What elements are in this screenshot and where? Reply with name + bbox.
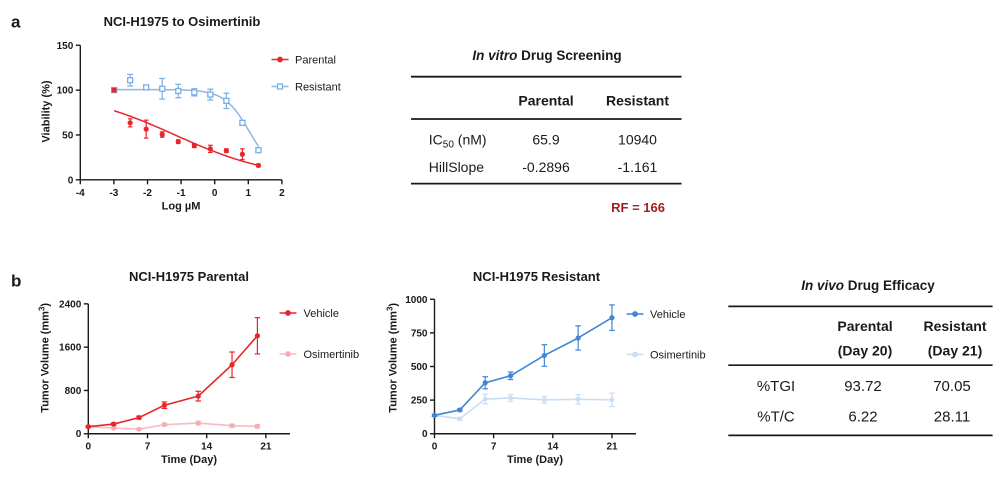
svg-text:0: 0 [68,175,74,186]
svg-text:HillSlope: HillSlope [429,159,484,175]
svg-text:In vivo Drug Efficacy: In vivo Drug Efficacy [801,278,935,293]
svg-text:RF = 166: RF = 166 [611,200,665,215]
svg-text:Osimertinib: Osimertinib [304,349,360,361]
svg-text:0: 0 [76,429,82,440]
svg-text:500: 500 [411,362,428,373]
svg-text:b: b [11,272,21,291]
svg-text:%TGI: %TGI [757,378,795,395]
svg-text:-4: -4 [76,188,85,199]
svg-text:10940: 10940 [618,132,657,148]
svg-text:Resistant: Resistant [606,93,669,109]
svg-text:Time (Day): Time (Day) [507,454,563,466]
svg-text:1600: 1600 [59,343,82,354]
svg-text:Tumor Volume (mm3): Tumor Volume (mm3) [385,303,399,413]
svg-text:750: 750 [411,328,428,339]
svg-text:800: 800 [65,386,82,397]
svg-text:100: 100 [57,86,74,97]
svg-text:-1: -1 [177,188,186,199]
svg-text:7: 7 [491,442,497,453]
svg-text:2: 2 [279,188,285,199]
svg-text:0: 0 [422,429,428,440]
svg-text:In vitro Drug Screening: In vitro Drug Screening [472,48,621,63]
svg-text:0: 0 [212,188,218,199]
svg-text:Resistant: Resistant [295,82,341,94]
svg-text:21: 21 [260,442,272,453]
svg-text:6.22: 6.22 [848,409,877,426]
svg-text:Resistant: Resistant [923,318,986,334]
svg-text:Vehicle: Vehicle [650,309,685,321]
svg-text:250: 250 [411,396,428,407]
svg-text:-1.161: -1.161 [618,159,658,175]
svg-text:a: a [11,13,21,32]
svg-text:14: 14 [547,442,559,453]
svg-text:(Day 20): (Day 20) [838,343,892,359]
svg-text:(Day 21): (Day 21) [928,343,982,359]
svg-text:50: 50 [62,131,74,142]
svg-text:Parental: Parental [518,93,573,109]
svg-text:-3: -3 [109,188,118,199]
svg-text:0: 0 [86,442,92,453]
svg-text:14: 14 [201,442,213,453]
svg-text:Tumor Volume (mm3): Tumor Volume (mm3) [38,303,52,413]
svg-text:0: 0 [432,442,438,453]
svg-text:Parental: Parental [295,55,336,67]
svg-text:Time (Day): Time (Day) [161,454,217,466]
svg-text:1000: 1000 [405,295,428,306]
svg-text:Vehicle: Vehicle [304,308,339,320]
svg-text:150: 150 [57,41,74,52]
svg-text:93.72: 93.72 [844,378,882,395]
svg-text:7: 7 [145,442,151,453]
svg-text:28.11: 28.11 [934,409,970,426]
svg-text:Osimertinib: Osimertinib [650,350,706,362]
svg-text:-2: -2 [143,188,152,199]
svg-text:1: 1 [246,188,252,199]
svg-text:2400: 2400 [59,299,82,310]
svg-text:-0.2896: -0.2896 [522,159,570,175]
svg-text:NCI-H1975 Parental: NCI-H1975 Parental [129,269,249,284]
svg-text:Log µM: Log µM [162,200,201,212]
svg-text:21: 21 [606,442,618,453]
svg-text:%T/C: %T/C [757,409,795,426]
svg-text:Parental: Parental [837,318,892,334]
svg-text:NCI-H1975 to Osimertinib: NCI-H1975 to Osimertinib [104,14,261,29]
svg-text:NCI-H1975 Resistant: NCI-H1975 Resistant [473,269,601,284]
svg-text:70.05: 70.05 [933,378,971,395]
svg-text:65.9: 65.9 [532,132,559,148]
svg-text:Viability (%): Viability (%) [41,80,53,142]
